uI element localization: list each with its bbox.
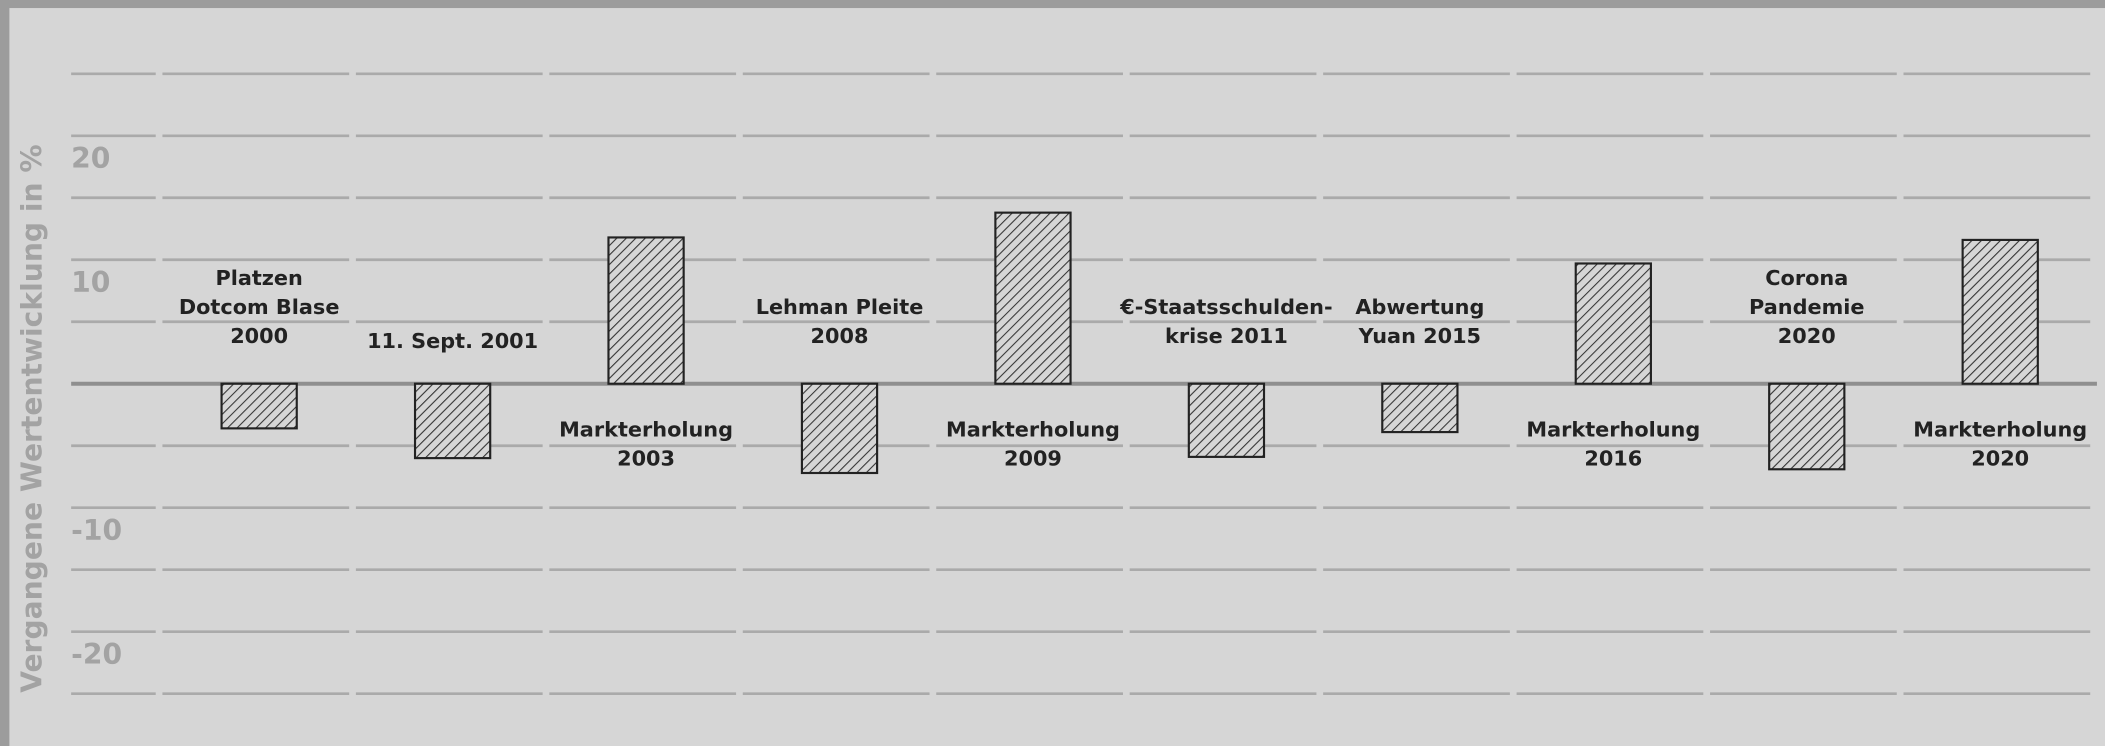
category-label: Platzen [215,266,302,290]
category-label: 2016 [1584,447,1642,471]
category-label: 11. Sept. 2001 [367,329,538,353]
category-label: 2003 [617,447,675,471]
bar [607,236,685,385]
bar [220,382,298,430]
category-label: Dotcom Blase [179,295,340,319]
top-border [0,0,2105,9]
category-label: Markterholung [1526,418,1700,442]
category-label: Markterholung [559,418,733,442]
y-axis-title: Vergangene Wertentwicklung in % [16,144,49,692]
category-label: Corona [1765,266,1848,290]
category-label: Markterholung [946,418,1120,442]
bar [1187,382,1266,458]
category-label: Pandemie [1749,295,1864,319]
category-label: krise 2011 [1165,324,1288,348]
category-label: 2008 [811,324,869,348]
y-tick-label: 20 [71,142,110,175]
category-label: Lehman Pleite [756,295,924,319]
bar [1961,238,2039,385]
category-label: 2020 [1971,447,2029,471]
bar [1381,382,1459,434]
category-label: 2009 [1004,447,1062,471]
category-label: 2020 [1778,324,1836,348]
bar [800,382,879,475]
bar [994,211,1072,385]
bar [1574,262,1652,385]
category-label: Abwertung [1355,295,1484,319]
category-label: €-Staatsschulden- [1119,295,1332,319]
left-border [0,0,10,746]
y-tick-label: 10 [71,266,110,299]
y-tick-label: -10 [71,514,122,547]
category-label: Markterholung [1913,418,2087,442]
y-tick-label: -20 [71,638,122,671]
bar [413,382,492,460]
category-label: Yuan 2015 [1358,324,1481,348]
bar [1768,382,1846,471]
category-label: 2000 [230,324,288,348]
